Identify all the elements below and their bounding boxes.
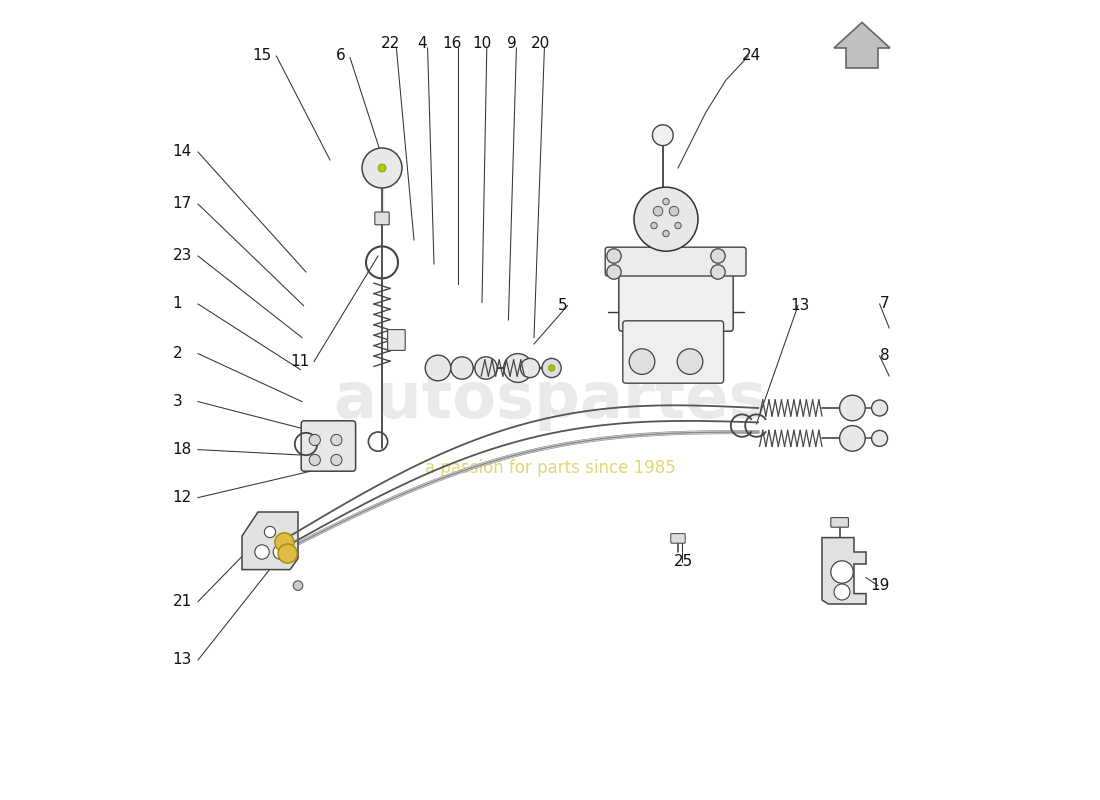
Circle shape (629, 349, 654, 374)
FancyBboxPatch shape (623, 321, 724, 383)
Circle shape (504, 354, 532, 382)
Text: 8: 8 (880, 349, 889, 363)
Circle shape (542, 358, 561, 378)
Text: 3: 3 (173, 394, 183, 409)
Text: 23: 23 (173, 249, 191, 263)
Circle shape (607, 249, 621, 263)
Text: 18: 18 (173, 442, 191, 457)
Text: 21: 21 (173, 594, 191, 609)
Text: a passion for parts since 1985: a passion for parts since 1985 (425, 459, 675, 477)
Circle shape (275, 533, 294, 552)
Text: 25: 25 (674, 554, 693, 569)
Circle shape (711, 265, 725, 279)
Text: 9: 9 (507, 37, 517, 51)
Text: 4: 4 (417, 37, 427, 51)
Circle shape (309, 454, 320, 466)
Circle shape (309, 434, 320, 446)
Circle shape (871, 400, 888, 416)
Circle shape (475, 357, 497, 379)
Circle shape (834, 584, 850, 600)
Text: 13: 13 (173, 653, 191, 667)
Circle shape (331, 434, 342, 446)
Text: 6: 6 (336, 49, 345, 63)
Text: 7: 7 (880, 297, 889, 311)
Polygon shape (822, 538, 866, 604)
FancyBboxPatch shape (387, 330, 405, 350)
Text: 15: 15 (252, 49, 272, 63)
FancyBboxPatch shape (619, 249, 734, 331)
Circle shape (669, 206, 679, 216)
Text: 24: 24 (742, 49, 761, 63)
Circle shape (362, 148, 402, 188)
Circle shape (451, 357, 473, 379)
FancyBboxPatch shape (830, 518, 848, 527)
Text: 20: 20 (531, 37, 550, 51)
Polygon shape (834, 22, 890, 68)
Text: 19: 19 (870, 578, 890, 593)
FancyBboxPatch shape (301, 421, 355, 471)
Circle shape (634, 187, 698, 251)
Polygon shape (242, 512, 298, 570)
Circle shape (331, 454, 342, 466)
Circle shape (607, 265, 621, 279)
Circle shape (294, 581, 302, 590)
Circle shape (378, 164, 386, 172)
FancyBboxPatch shape (671, 534, 685, 543)
Circle shape (264, 526, 276, 538)
Circle shape (830, 561, 854, 583)
Text: 2: 2 (173, 346, 182, 361)
Text: 10: 10 (472, 37, 492, 51)
Text: 17: 17 (173, 197, 191, 211)
Circle shape (278, 544, 297, 563)
Circle shape (871, 430, 888, 446)
Circle shape (549, 365, 554, 371)
Text: 16: 16 (442, 37, 462, 51)
Circle shape (663, 230, 669, 237)
Text: 22: 22 (381, 37, 399, 51)
Circle shape (426, 355, 451, 381)
Circle shape (520, 358, 540, 378)
Circle shape (839, 426, 866, 451)
Text: 12: 12 (173, 490, 191, 505)
Circle shape (711, 249, 725, 263)
Text: 5: 5 (558, 298, 568, 313)
Circle shape (652, 125, 673, 146)
Circle shape (674, 222, 681, 229)
Text: 1: 1 (173, 297, 182, 311)
Circle shape (839, 395, 866, 421)
Circle shape (663, 198, 669, 205)
Text: autospartes: autospartes (333, 369, 767, 431)
Circle shape (651, 222, 657, 229)
Text: 13: 13 (790, 298, 810, 313)
Circle shape (255, 545, 270, 559)
FancyBboxPatch shape (375, 212, 389, 225)
Circle shape (678, 349, 703, 374)
Text: 14: 14 (173, 145, 191, 159)
FancyBboxPatch shape (605, 247, 746, 276)
Circle shape (653, 206, 663, 216)
Text: 11: 11 (290, 354, 309, 369)
Circle shape (273, 545, 287, 559)
